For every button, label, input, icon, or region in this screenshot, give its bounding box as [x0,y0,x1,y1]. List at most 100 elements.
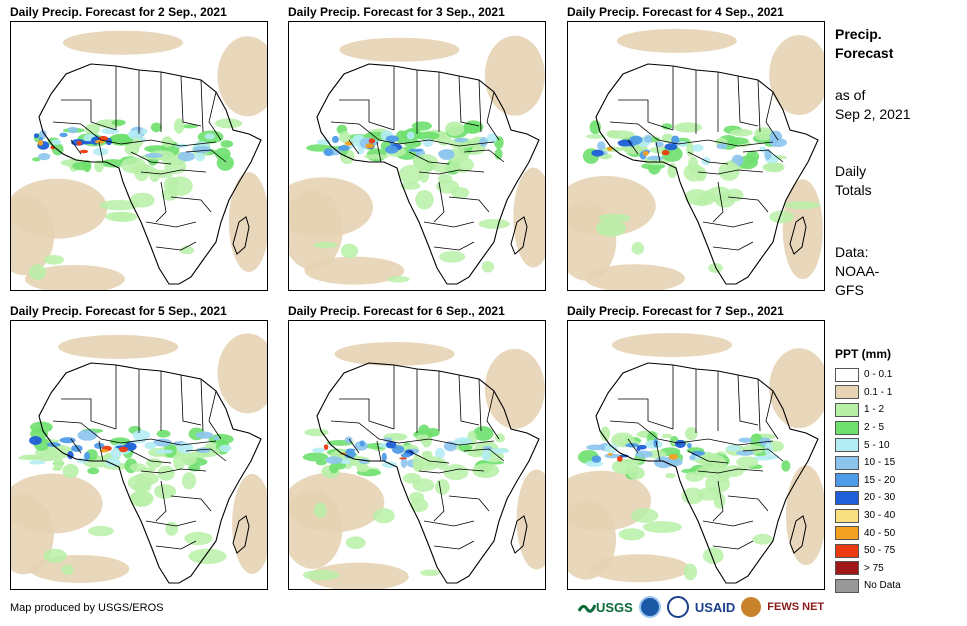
precip-area [302,452,329,462]
country-border [418,169,485,175]
legend-swatch [835,367,859,382]
country-border [376,141,382,163]
legend-label: 40 - 50 [864,527,896,539]
precip-area [736,450,754,456]
precip-area [105,457,121,468]
precip-area [323,444,329,450]
precip-area [313,502,328,518]
precip-area [188,548,227,564]
precip-area [597,141,606,151]
precip-area [655,141,664,148]
precip-area [59,437,76,444]
legend-swatch [835,490,859,505]
precip-area [111,119,126,126]
precip-area [11,494,54,575]
precip-area [124,142,140,156]
precip-area [453,437,472,446]
legend-item: 5 - 10 [835,436,901,454]
country-border [486,390,500,440]
precip-area [334,341,455,366]
country-border [655,141,661,163]
country-border [339,99,395,131]
country-border [712,181,724,223]
precip-area [289,488,343,569]
forecast-panel-3: Daily Precip. Forecast for 4 Sep., 2021 [567,5,825,291]
precip-area [345,536,366,549]
precip-area [665,473,676,479]
legend-label: 50 - 75 [864,545,896,557]
madagascar-outline [510,515,528,554]
country-border [609,121,679,145]
precip-area [450,156,475,173]
country-border [180,374,202,426]
legend-item: 0.1 - 1 [835,384,901,402]
precip-area [606,130,620,138]
country-border [398,139,495,147]
legend-label: 5 - 10 [864,439,890,451]
precip-area [674,439,686,448]
precip-area [604,443,618,454]
precip-area [94,160,104,173]
precip-area [412,478,435,492]
precip-area [372,508,395,524]
country-border [423,520,475,527]
precip-area [216,155,234,171]
precip-area [618,528,645,541]
country-border [702,520,754,527]
precip-area [83,159,92,173]
precip-area [598,213,631,223]
asof-label: as of [835,87,866,103]
precip-area [422,138,434,148]
precip-area [29,436,42,445]
precip-area [616,28,737,53]
precip-area [703,547,724,564]
forecast-panel-6: Daily Precip. Forecast for 7 Sep., 2021 [567,304,825,590]
panel-title: Daily Precip. Forecast for 6 Sep., 2021 [288,304,505,318]
legend-item: 0 - 0.1 [835,366,901,384]
legend-item: No Data [835,577,901,595]
precip-area [759,146,767,153]
country-border [145,221,197,228]
precip-area [130,463,147,472]
precip-area [195,431,214,439]
precip-area [323,148,334,157]
data-label-3: GFS [835,282,864,298]
country-border [433,480,445,522]
precip-area [32,157,41,162]
precip-area [156,429,171,438]
precip-area [754,127,774,141]
coastline [38,362,262,584]
country-border [70,438,82,454]
precip-area [686,142,695,157]
madagascar-outline [789,515,807,554]
country-border [376,440,382,462]
asof-date: Sep 2, 2021 [835,106,911,122]
precip-area [29,421,53,433]
precip-area [631,241,645,255]
precip-area [130,490,152,507]
legend-label: 10 - 15 [864,457,896,469]
precip-area [636,446,641,452]
legend-swatch [835,508,859,523]
country-border [52,121,122,145]
country-border [463,149,505,163]
country-border [145,520,197,527]
precip-area [705,474,730,494]
map-frame [567,21,825,291]
precip-area [312,447,326,454]
precip-area [365,143,374,149]
precip-area [62,463,79,479]
country-border [52,420,122,444]
country-border [712,540,754,550]
legend-swatch [835,402,859,417]
precip-area [607,453,613,456]
precip-area [671,135,680,145]
precip-area [325,456,343,464]
country-border [712,480,724,522]
precip-area [630,508,659,523]
panel-title: Daily Precip. Forecast for 7 Sep., 2021 [567,304,784,318]
country-border [408,450,450,464]
legend-label: No Data [864,580,901,592]
country-border [448,196,490,213]
daily-label-2: Totals [835,182,872,198]
